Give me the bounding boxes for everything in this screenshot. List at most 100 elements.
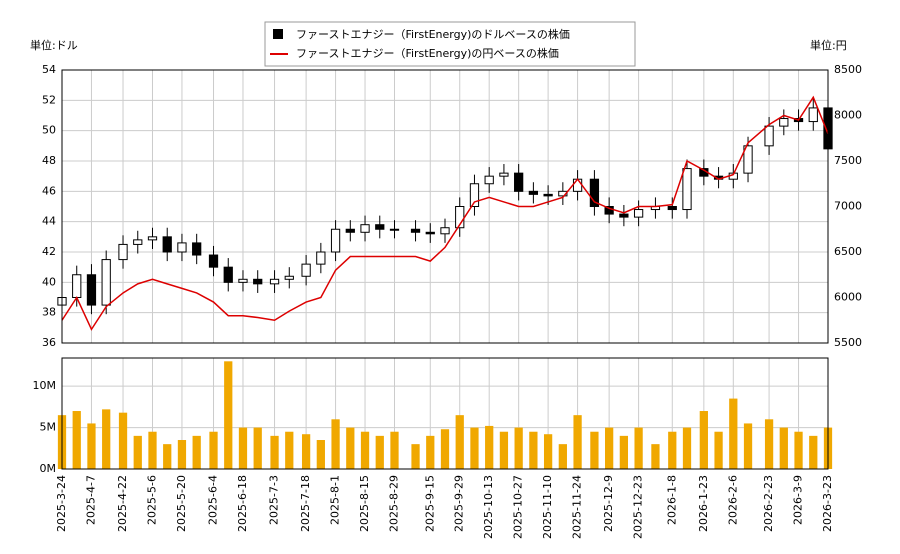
- volume-bar: [390, 431, 399, 469]
- volume-bar: [375, 435, 384, 469]
- candle-body: [499, 172, 509, 177]
- volume-bar: [455, 415, 464, 469]
- volume-bar: [331, 419, 340, 469]
- volume-bar: [270, 435, 279, 469]
- x-tick-label: 2025-6-4: [207, 475, 220, 525]
- volume-bar: [102, 409, 111, 469]
- volume-bar: [573, 415, 582, 469]
- volume-bar: [634, 427, 643, 469]
- x-tick-label: 2026-2-23: [762, 475, 775, 532]
- x-tick-label: 2025-7-3: [268, 475, 281, 525]
- candle-body: [440, 227, 450, 235]
- candle-body: [425, 231, 435, 235]
- candle-body: [558, 190, 568, 197]
- candle-body: [743, 145, 753, 174]
- x-tick-label: 2026-2-6: [726, 475, 739, 525]
- volume-bar: [605, 427, 614, 469]
- candle-body: [192, 242, 202, 256]
- volume-bar: [301, 434, 311, 469]
- candle-body: [808, 107, 818, 123]
- volume-bar: [714, 431, 723, 469]
- x-tick-label: 2025-5-6: [145, 475, 158, 525]
- candle-body: [410, 228, 421, 233]
- candle-body: [72, 274, 82, 298]
- volume-bar: [499, 431, 509, 469]
- candle-body: [469, 183, 480, 207]
- candle-body: [284, 275, 294, 280]
- candle-body: [330, 228, 341, 253]
- volume-bar: [743, 423, 753, 469]
- legend-label: ファーストエナジー（FirstEnergy)のドルベースの株価: [296, 27, 570, 41]
- x-tick-label: 2026-1-23: [697, 475, 710, 532]
- volume-bar: [543, 434, 553, 469]
- volume-bar: [590, 431, 599, 469]
- x-tick-label: 2025-4-22: [116, 475, 129, 532]
- volume-bar: [163, 444, 172, 469]
- x-tick-label: 2025-12-23: [632, 475, 645, 539]
- volume-bar: [87, 423, 96, 469]
- x-tick-label: 2026-1-8: [665, 475, 678, 525]
- volume-bar: [118, 412, 128, 469]
- candle-body: [633, 209, 644, 218]
- x-tick-label: 2025-5-20: [175, 475, 188, 532]
- volume-bar: [485, 425, 494, 469]
- y2-tick-label: 8500: [834, 63, 862, 76]
- volume-bar: [177, 440, 187, 469]
- candle-body: [238, 278, 248, 283]
- volume-bar: [529, 431, 538, 469]
- candle-body: [118, 243, 128, 261]
- legend-swatch: [273, 29, 283, 39]
- x-tick-label: 2025-7-18: [299, 475, 312, 532]
- x-tick-label: 2025-8-15: [358, 475, 371, 532]
- candle-body: [208, 254, 219, 268]
- candle-body: [223, 266, 233, 283]
- x-tick-label: 2025-10-13: [482, 475, 495, 539]
- volume-bar: [360, 431, 370, 469]
- volume-bar: [133, 435, 142, 469]
- candle-body: [101, 259, 111, 306]
- volume-bar: [148, 431, 157, 469]
- x-tick-label: 2025-9-15: [423, 475, 436, 532]
- volume-bar: [794, 431, 803, 469]
- y-tick-label: 5M: [40, 421, 57, 434]
- volume-bar: [192, 435, 201, 469]
- candle-body: [543, 193, 553, 197]
- candle-body: [316, 251, 326, 265]
- volume-bar: [558, 444, 567, 469]
- volume-bar: [764, 419, 774, 469]
- volume-bar: [809, 435, 818, 469]
- candle-body: [345, 228, 355, 233]
- volume-bar: [411, 444, 420, 469]
- y-tick-label: 52: [42, 93, 56, 106]
- candle-body: [360, 224, 370, 233]
- candle-body: [682, 168, 692, 211]
- x-tick-label: 2026-3-23: [821, 475, 834, 532]
- x-tick-label: 2025-10-27: [512, 475, 525, 539]
- y-tick-label: 54: [42, 63, 56, 76]
- y-axis-label: 単位:ドル: [30, 38, 78, 52]
- x-tick-label: 2025-3-24: [55, 475, 68, 532]
- volume-bar: [668, 431, 677, 469]
- y-tick-label: 0M: [40, 462, 57, 475]
- y2-tick-label: 8000: [834, 109, 862, 122]
- y-tick-label: 40: [42, 275, 56, 288]
- legend-box: [264, 21, 636, 67]
- candle-body: [484, 175, 494, 185]
- x-tick-label: 2025-9-29: [453, 475, 466, 532]
- y-tick-label: 48: [42, 154, 56, 167]
- x-tick-label: 2025-11-10: [541, 475, 554, 539]
- x-tick-label: 2026-3-9: [792, 475, 805, 525]
- candle-body: [147, 236, 158, 241]
- volume-bar: [729, 398, 738, 469]
- candle-body: [764, 125, 774, 147]
- candle-body: [162, 236, 172, 253]
- volume-bar: [316, 440, 325, 469]
- volume-bar: [224, 361, 233, 469]
- y2-tick-label: 6500: [834, 245, 862, 258]
- volume-bar: [72, 411, 81, 469]
- candle-body: [619, 213, 629, 218]
- candle-body: [177, 242, 187, 253]
- candle-body: [253, 278, 263, 285]
- y-tick-label: 38: [42, 306, 56, 319]
